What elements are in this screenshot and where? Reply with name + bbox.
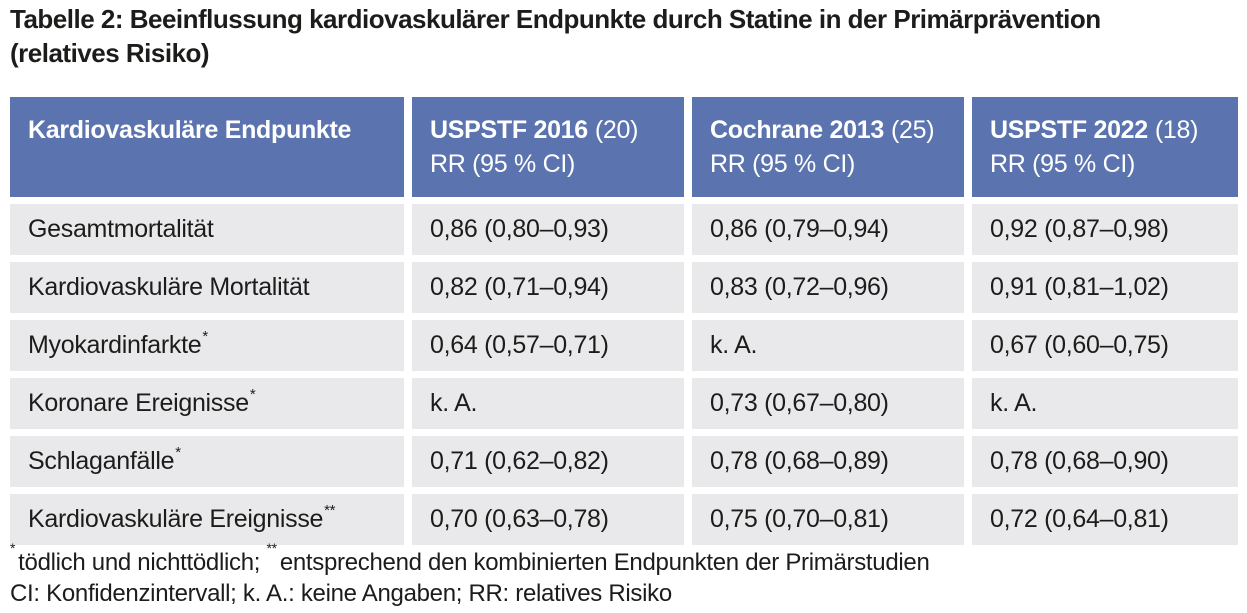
endpoint-label: Schlaganfälle bbox=[28, 447, 175, 475]
cell-kardiovaskulaere-mortalitaet-uspstf-2022: 0,91 (0,81–1,02) bbox=[972, 262, 1238, 313]
cell-myokardinfarkte-uspstf-2022: 0,67 (0,60–0,75) bbox=[972, 320, 1238, 371]
endpoint-label: Kardiovaskuläre Ereignisse bbox=[28, 505, 324, 533]
row-label-myokardinfarkte: Myokardinfarkte * bbox=[10, 320, 404, 371]
header-col-cochrane-2013: Cochrane 2013 (25) RR (95 % CI) bbox=[692, 97, 964, 197]
header-uspstf-2016-name: USPSTF 2016 bbox=[430, 116, 588, 144]
footnote-single-text: tödlich und nichttödlich; bbox=[18, 549, 267, 576]
cell-kardiovaskulaere-ereignisse-uspstf-2022: 0,72 (0,64–0,81) bbox=[972, 494, 1238, 545]
header-cochrane-2013-sub: RR (95 % CI) bbox=[710, 150, 856, 178]
header-col-uspstf-2022: USPSTF 2022 (18) RR (95 % CI) bbox=[972, 97, 1238, 197]
footnote-double-text: entsprechend den kombinierten Endpunkten… bbox=[279, 549, 930, 576]
header-cochrane-2013-line1: Cochrane 2013 (25) bbox=[710, 113, 935, 147]
header-uspstf-2016-sub: RR (95 % CI) bbox=[430, 150, 576, 178]
header-col-endpoints: Kardiovaskuläre Endpunkte bbox=[10, 97, 404, 197]
statin-endpoints-table: Kardiovaskuläre Endpunkte USPSTF 2016 (20… bbox=[10, 97, 1238, 545]
header-uspstf-2016-line1: USPSTF 2016 (20) bbox=[430, 113, 638, 147]
footnote-marker-single: * bbox=[10, 540, 16, 556]
cell-kardiovaskulaere-ereignisse-cochrane-2013: 0,75 (0,70–0,81) bbox=[692, 494, 964, 545]
cell-schlaganfaelle-uspstf-2016: 0,71 (0,62–0,82) bbox=[412, 436, 684, 487]
cell-myokardinfarkte-cochrane-2013: k. A. bbox=[692, 320, 964, 371]
cell-koronare-ereignisse-cochrane-2013: 0,73 (0,67–0,80) bbox=[692, 378, 964, 429]
row-label-kardiovaskulaere-mortalitaet: Kardiovaskuläre Mortalität bbox=[10, 262, 404, 313]
table-title: Tabelle 2: Beeinflussung kardiovaskuläre… bbox=[10, 2, 1101, 70]
cell-koronare-ereignisse-uspstf-2022: k. A. bbox=[972, 378, 1238, 429]
cell-myokardinfarkte-uspstf-2016: 0,64 (0,57–0,71) bbox=[412, 320, 684, 371]
endpoint-label: Koronare Ereignisse bbox=[28, 389, 249, 417]
header-endpoints-label: Kardiovaskuläre Endpunkte bbox=[28, 116, 352, 144]
cell-schlaganfaelle-uspstf-2022: 0,78 (0,68–0,90) bbox=[972, 436, 1238, 487]
header-uspstf-2022-line1: USPSTF 2022 (18) bbox=[990, 113, 1198, 147]
header-cochrane-2013-name: Cochrane 2013 bbox=[710, 116, 884, 144]
footnote-abbreviations: CI: Konfidenzintervall; k. A.: keine Ang… bbox=[10, 580, 672, 607]
endpoint-label: Kardiovaskuläre Mortalität bbox=[28, 273, 310, 301]
cell-gesamtmortalitaet-uspstf-2022: 0,92 (0,87–0,98) bbox=[972, 204, 1238, 255]
cell-schlaganfaelle-cochrane-2013: 0,78 (0,68–0,89) bbox=[692, 436, 964, 487]
header-uspstf-2022-ref: (18) bbox=[1154, 116, 1199, 144]
footnote-symbols: *tödlich und nichttödlich; **entsprechen… bbox=[10, 541, 930, 578]
table-footnotes: *tödlich und nichttödlich; **entsprechen… bbox=[10, 541, 930, 609]
header-cochrane-2013-ref: (25) bbox=[890, 116, 935, 144]
header-uspstf-2016-ref: (20) bbox=[594, 116, 639, 144]
cell-gesamtmortalitaet-uspstf-2016: 0,86 (0,80–0,93) bbox=[412, 204, 684, 255]
endpoint-label: Myokardinfarkte bbox=[28, 331, 202, 359]
cell-koronare-ereignisse-uspstf-2016: k. A. bbox=[412, 378, 684, 429]
cell-kardiovaskulaere-mortalitaet-cochrane-2013: 0,83 (0,72–0,96) bbox=[692, 262, 964, 313]
row-label-gesamtmortalitaet: Gesamtmortalität bbox=[10, 204, 404, 255]
footnote-marker-double: ** bbox=[266, 540, 278, 556]
cell-kardiovaskulaere-ereignisse-uspstf-2016: 0,70 (0,63–0,78) bbox=[412, 494, 684, 545]
endpoint-label: Gesamtmortalität bbox=[28, 215, 214, 243]
row-label-kardiovaskulaere-ereignisse: Kardiovaskuläre Ereignisse ** bbox=[10, 494, 404, 545]
header-col-uspstf-2016: USPSTF 2016 (20) RR (95 % CI) bbox=[412, 97, 684, 197]
row-label-koronare-ereignisse: Koronare Ereignisse * bbox=[10, 378, 404, 429]
cell-gesamtmortalitaet-cochrane-2013: 0,86 (0,79–0,94) bbox=[692, 204, 964, 255]
header-uspstf-2022-name: USPSTF 2022 bbox=[990, 116, 1148, 144]
row-label-schlaganfaelle: Schlaganfälle * bbox=[10, 436, 404, 487]
table-title-line1: Tabelle 2: Beeinflussung kardiovaskuläre… bbox=[10, 4, 1101, 34]
header-uspstf-2022-sub: RR (95 % CI) bbox=[990, 150, 1136, 178]
table-title-line2: (relatives Risiko) bbox=[10, 38, 210, 68]
cell-kardiovaskulaere-mortalitaet-uspstf-2016: 0,82 (0,71–0,94) bbox=[412, 262, 684, 313]
